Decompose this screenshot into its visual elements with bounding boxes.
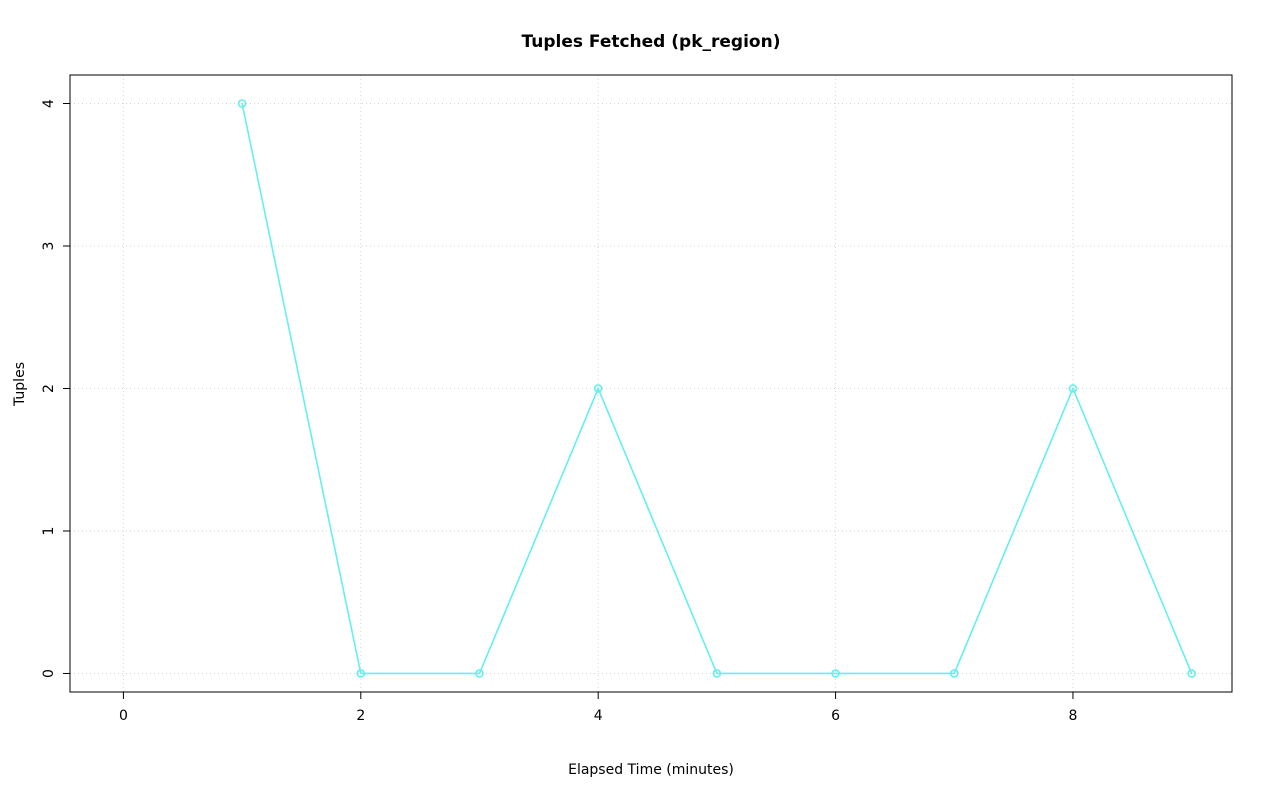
data-point-marker (712, 669, 722, 678)
data-point-marker (356, 669, 366, 678)
data-point-marker (949, 669, 959, 678)
chart-title: Tuples Fetched (pk_region) (521, 32, 781, 52)
y-axis-label: Tuples (12, 362, 28, 406)
x-axis-label: Elapsed Time (minutes) (568, 762, 734, 778)
y-tick-label: 2 (41, 384, 57, 393)
series-line (241, 102, 1193, 675)
x-tick-label: 0 (119, 708, 128, 724)
data-point-marker (1187, 669, 1196, 678)
y-tick-label: 1 (41, 527, 57, 536)
x-tick-label: 8 (1068, 708, 1077, 724)
data-point-marker (237, 99, 247, 108)
data-point-marker (831, 669, 840, 678)
y-tick-label: 0 (41, 669, 57, 678)
y-tick-label: 4 (41, 99, 57, 108)
y-tick-label: 3 (41, 242, 57, 251)
data-point-marker (475, 669, 484, 678)
plot-box (69, 74, 1233, 693)
x-tick-label: 6 (831, 708, 840, 724)
x-tick-label: 4 (594, 708, 603, 724)
data-point-marker (1068, 384, 1078, 393)
x-tick-label: 2 (356, 708, 365, 724)
data-point-marker (593, 384, 603, 393)
